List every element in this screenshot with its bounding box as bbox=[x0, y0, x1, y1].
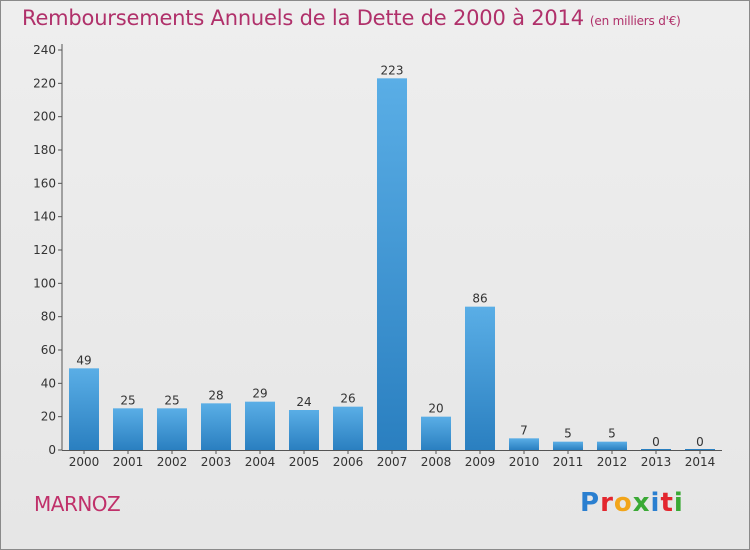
logo-letter: r bbox=[600, 488, 614, 518]
x-tick-label: 2014 bbox=[685, 455, 716, 469]
y-tick-label: 0 bbox=[48, 443, 56, 457]
y-tick-label: 220 bbox=[33, 76, 56, 90]
x-tick-label: 2004 bbox=[245, 455, 276, 469]
data-label: 29 bbox=[252, 387, 267, 401]
data-label: 28 bbox=[208, 388, 223, 402]
x-tick-label: 2005 bbox=[289, 455, 320, 469]
y-tick-label: 20 bbox=[41, 410, 56, 424]
logo-letter: x bbox=[632, 488, 651, 518]
x-tick-label: 2002 bbox=[157, 455, 188, 469]
data-label: 20 bbox=[428, 402, 443, 416]
y-tick-label: 40 bbox=[41, 376, 56, 390]
y-tick-label: 160 bbox=[33, 176, 56, 190]
bar bbox=[377, 78, 407, 450]
chart-title-text: Remboursements Annuels de la Dette de 20… bbox=[22, 6, 584, 30]
data-label: 0 bbox=[652, 435, 660, 449]
bar bbox=[69, 368, 99, 450]
y-tick-label: 240 bbox=[33, 43, 56, 57]
data-label: 24 bbox=[296, 395, 311, 409]
x-tick-label: 2007 bbox=[377, 455, 408, 469]
bar bbox=[113, 408, 143, 450]
bars-group: 49 25 25 28 29 24 26 223 20 86 7 5 5 0 0 bbox=[69, 63, 715, 450]
data-label: 26 bbox=[340, 392, 355, 406]
x-tick-label: 2011 bbox=[553, 455, 584, 469]
data-label: 25 bbox=[164, 393, 179, 407]
x-tick-label: 2008 bbox=[421, 455, 452, 469]
bar bbox=[641, 449, 671, 450]
y-tick-label: 120 bbox=[33, 243, 56, 257]
bar bbox=[553, 441, 583, 450]
y-tick-label: 60 bbox=[41, 343, 56, 357]
logo-letter: i bbox=[673, 488, 684, 518]
bar bbox=[509, 438, 539, 450]
data-label: 7 bbox=[520, 423, 528, 437]
bar bbox=[465, 306, 495, 450]
bar bbox=[245, 401, 275, 450]
x-tick-label: 2012 bbox=[597, 455, 628, 469]
logo-letter: i bbox=[650, 488, 661, 518]
data-label: 0 bbox=[696, 435, 704, 449]
bar bbox=[201, 403, 231, 450]
data-label: 25 bbox=[120, 393, 135, 407]
bar bbox=[597, 441, 627, 450]
logo-letter: t bbox=[660, 488, 674, 518]
data-label: 5 bbox=[608, 427, 616, 441]
x-tick-label: 2013 bbox=[641, 455, 672, 469]
data-label: 86 bbox=[472, 292, 487, 306]
x-tick-label: 2001 bbox=[113, 455, 144, 469]
x-tick-label: 2006 bbox=[333, 455, 364, 469]
chart-unit: (en milliers d'€) bbox=[589, 14, 681, 28]
logo-letter: P bbox=[580, 488, 601, 518]
x-tick-label: 2000 bbox=[69, 455, 100, 469]
y-tick-label: 140 bbox=[33, 210, 56, 224]
bar bbox=[333, 406, 363, 450]
data-label: 223 bbox=[381, 63, 404, 77]
x-tick-label: 2010 bbox=[509, 455, 540, 469]
data-label: 5 bbox=[564, 427, 572, 441]
x-tick-label: 2009 bbox=[465, 455, 496, 469]
bar bbox=[157, 408, 187, 450]
place-name: MARNOZ bbox=[34, 492, 121, 516]
bar bbox=[685, 449, 715, 450]
x-tick-label: 2003 bbox=[201, 455, 232, 469]
y-tick-label: 80 bbox=[41, 310, 56, 324]
proxiti-logo: Proxiti bbox=[580, 488, 684, 518]
y-tick-label: 100 bbox=[33, 276, 56, 290]
y-tick-label: 180 bbox=[33, 143, 56, 157]
data-label: 49 bbox=[76, 353, 91, 367]
bar bbox=[289, 410, 319, 450]
logo-letter: o bbox=[613, 488, 633, 518]
chart-title: Remboursements Annuels de la Dette de 20… bbox=[22, 6, 681, 30]
y-tick-label: 200 bbox=[33, 110, 56, 124]
bar bbox=[421, 416, 451, 450]
